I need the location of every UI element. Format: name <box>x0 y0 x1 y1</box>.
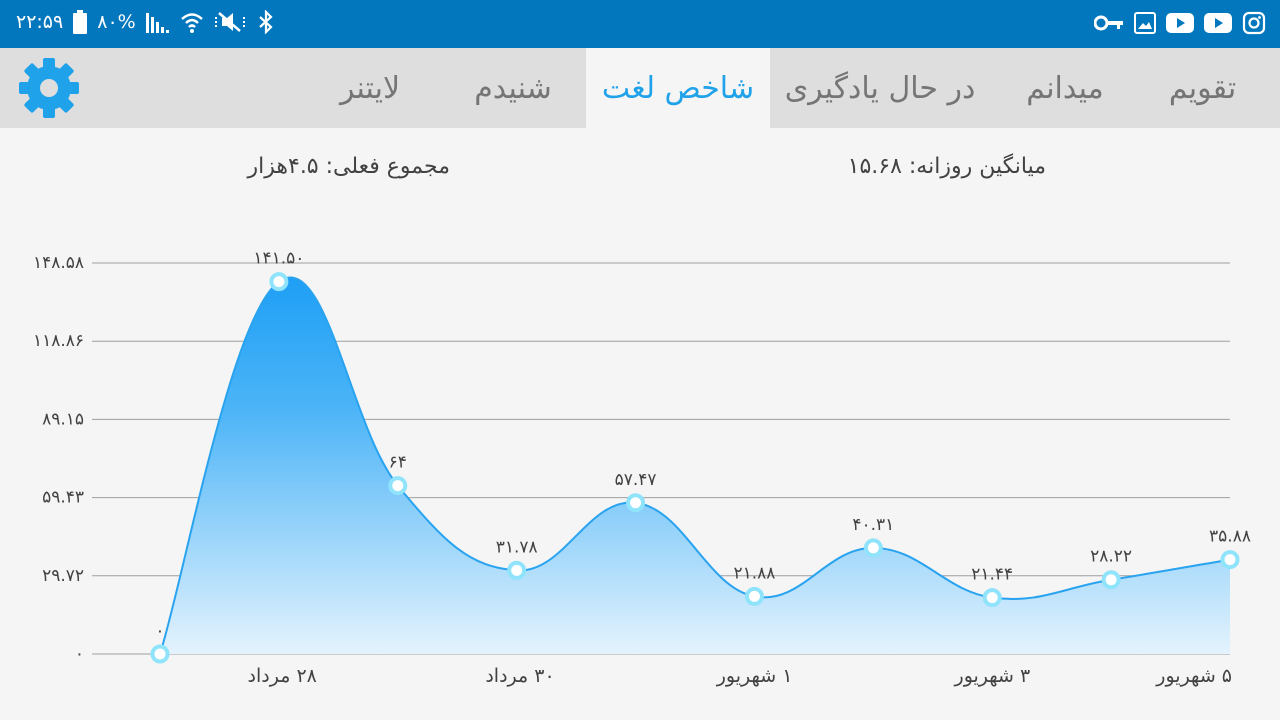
series-area <box>160 277 1230 654</box>
x-axis-label: ۳ شهریور <box>954 665 1031 687</box>
youtube-icon <box>1166 13 1194 33</box>
instagram-icon <box>1242 11 1266 35</box>
tab-leitner[interactable]: لایتنر <box>339 70 401 106</box>
tab-heard[interactable]: شنیدم <box>474 70 552 106</box>
value-label: ۳۱.۷۸ <box>496 537 538 557</box>
y-tick-label: ۱۴۸.۵۸ <box>33 253 84 273</box>
youtube-icon <box>1204 13 1232 33</box>
bluetooth-icon <box>258 10 274 34</box>
data-point[interactable] <box>1220 550 1240 570</box>
x-axis-label: ۲۸ مرداد <box>248 665 317 687</box>
y-tick-label: ۸۹.۱۵ <box>42 409 84 429</box>
daily-average: میانگین روزانه: ۱۵.۶۸ <box>847 154 1046 179</box>
tab-calendar[interactable]: تقویم <box>1168 70 1237 106</box>
gear-icon[interactable] <box>18 57 80 119</box>
tab-learning[interactable]: در حال یادگیری <box>784 70 976 106</box>
value-labels: ۰ ۱۴۱.۵۰ ۶۴ ۳۱.۷۸ ۵۷.۴۷ ۲۱.۸۸ ۴۰.۳۱ ۲۱.۴۴ ۲۸.۲۲ ۳… <box>155 249 1251 641</box>
total-count: مجموع فعلی: ۴.۵هزار <box>247 154 450 179</box>
status-time: ۲۲:۵۹ <box>16 11 64 33</box>
data-point[interactable] <box>744 586 764 606</box>
mute-icon <box>214 11 248 33</box>
data-point[interactable] <box>269 272 289 292</box>
x-axis-labels: ۲۸ مرداد ۳۰ مرداد ۱ شهریور ۳ شهریور ۵ شهریور <box>248 665 1232 687</box>
data-point[interactable] <box>863 538 883 558</box>
y-tick-label: ۲۹.۷۲ <box>42 566 84 586</box>
tab-word-index[interactable]: شاخص لغت <box>586 48 770 128</box>
value-label: ۴۰.۳۱ <box>852 515 894 535</box>
value-label: ۲۸.۲۲ <box>1090 547 1132 567</box>
data-point[interactable] <box>982 588 1002 608</box>
value-label: ۲۱.۸۸ <box>733 563 775 583</box>
data-point[interactable] <box>507 560 527 580</box>
value-label: ۱۴۱.۵۰ <box>253 249 304 269</box>
data-point[interactable] <box>388 476 408 496</box>
status-right-group <box>1094 11 1266 35</box>
data-point[interactable] <box>626 493 646 513</box>
y-tick-label: ۱۱۸.۸۶ <box>33 331 84 351</box>
y-tick-label: ۰ <box>75 644 84 664</box>
value-label: ۳۵.۸۸ <box>1209 527 1251 547</box>
wifi-icon <box>180 11 204 33</box>
gallery-icon <box>1134 12 1156 34</box>
value-label: ۲۱.۴۴ <box>971 565 1013 585</box>
tab-known[interactable]: میدانم <box>1026 70 1104 106</box>
value-label: ۰ <box>155 621 164 641</box>
data-point[interactable] <box>1101 570 1121 590</box>
y-tick-label: ۵۹.۴۳ <box>42 488 84 508</box>
status-left-group: ۲۲:۵۹ ۸۰% <box>16 10 274 34</box>
value-label: ۶۴ <box>389 453 407 473</box>
battery-percent: ۸۰% <box>97 11 136 33</box>
x-axis-label: ۵ شهریور <box>1155 665 1232 687</box>
battery-icon <box>73 10 88 34</box>
value-label: ۵۷.۴۷ <box>615 470 657 490</box>
data-points <box>150 272 1240 664</box>
vpn-key-icon <box>1094 15 1124 31</box>
tab-bar: تقویم میدانم در حال یادگیری شاخص لغت شنی… <box>0 48 1280 128</box>
signal-icon <box>145 11 170 33</box>
word-index-chart: ۰ ۲۹.۷۲ ۵۹.۴۳ ۸۹.۱۵ ۱۱۸.۸۶ ۱۴۸.۵۸ ۰ ۱۴۱.۵۰ ۶۴ ۳۱… <box>33 249 1251 687</box>
y-axis-ticks: ۰ ۲۹.۷۲ ۵۹.۴۳ ۸۹.۱۵ ۱۱۸.۸۶ ۱۴۸.۵۸ <box>33 253 84 664</box>
x-axis-label: ۱ شهریور <box>716 665 793 687</box>
x-axis-label: ۳۰ مرداد <box>485 665 554 687</box>
status-bar: ۲۲:۵۹ ۸۰% <box>0 0 1280 48</box>
data-point[interactable] <box>150 644 170 664</box>
